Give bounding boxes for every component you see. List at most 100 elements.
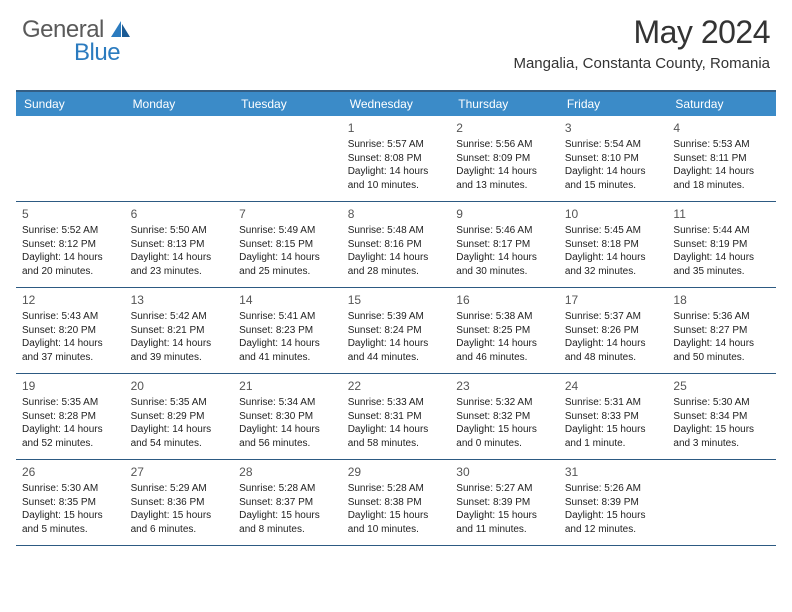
sunrise-line: Sunrise: 5:33 AM (348, 396, 445, 410)
daylight-line: Daylight: 15 hours and 3 minutes. (673, 423, 770, 450)
sunset-line: Sunset: 8:19 PM (673, 238, 770, 252)
day-number: 22 (348, 378, 445, 394)
calendar-cell: 10Sunrise: 5:45 AMSunset: 8:18 PMDayligh… (559, 202, 668, 288)
title-block: May 2024 Mangalia, Constanta County, Rom… (513, 14, 770, 72)
calendar-cell: 7Sunrise: 5:49 AMSunset: 8:15 PMDaylight… (233, 202, 342, 288)
day-number: 5 (22, 206, 119, 222)
daylight-line: Daylight: 14 hours and 32 minutes. (565, 251, 662, 278)
daylight-line: Daylight: 14 hours and 20 minutes. (22, 251, 119, 278)
sunrise-line: Sunrise: 5:28 AM (239, 482, 336, 496)
sunset-line: Sunset: 8:39 PM (456, 496, 553, 510)
calendar-cell: 12Sunrise: 5:43 AMSunset: 8:20 PMDayligh… (16, 288, 125, 374)
calendar-cell: 25Sunrise: 5:30 AMSunset: 8:34 PMDayligh… (667, 374, 776, 460)
day-number: 31 (565, 464, 662, 480)
sunrise-line: Sunrise: 5:29 AM (131, 482, 228, 496)
calendar-cell: 1Sunrise: 5:57 AMSunset: 8:08 PMDaylight… (342, 116, 451, 202)
sunset-line: Sunset: 8:38 PM (348, 496, 445, 510)
daylight-line: Daylight: 14 hours and 18 minutes. (673, 165, 770, 192)
daylight-line: Daylight: 14 hours and 56 minutes. (239, 423, 336, 450)
day-number: 30 (456, 464, 553, 480)
day-number: 14 (239, 292, 336, 308)
sunrise-line: Sunrise: 5:31 AM (565, 396, 662, 410)
day-number: 20 (131, 378, 228, 394)
calendar-cell: 17Sunrise: 5:37 AMSunset: 8:26 PMDayligh… (559, 288, 668, 374)
sunrise-line: Sunrise: 5:43 AM (22, 310, 119, 324)
sunrise-line: Sunrise: 5:45 AM (565, 224, 662, 238)
sunrise-line: Sunrise: 5:27 AM (456, 482, 553, 496)
weekday-header: Wednesday (342, 92, 451, 116)
sunrise-line: Sunrise: 5:49 AM (239, 224, 336, 238)
sunrise-line: Sunrise: 5:30 AM (22, 482, 119, 496)
logo-text-blue: Blue (74, 39, 120, 66)
calendar-cell (233, 116, 342, 202)
day-number: 23 (456, 378, 553, 394)
calendar-cell: 11Sunrise: 5:44 AMSunset: 8:19 PMDayligh… (667, 202, 776, 288)
calendar-cell: 13Sunrise: 5:42 AMSunset: 8:21 PMDayligh… (125, 288, 234, 374)
sunrise-line: Sunrise: 5:57 AM (348, 138, 445, 152)
daylight-line: Daylight: 14 hours and 15 minutes. (565, 165, 662, 192)
calendar: SundayMondayTuesdayWednesdayThursdayFrid… (16, 90, 776, 546)
day-number: 12 (22, 292, 119, 308)
day-number: 25 (673, 378, 770, 394)
weekday-header: Saturday (667, 92, 776, 116)
calendar-cell: 15Sunrise: 5:39 AMSunset: 8:24 PMDayligh… (342, 288, 451, 374)
sunrise-line: Sunrise: 5:32 AM (456, 396, 553, 410)
sunrise-line: Sunrise: 5:35 AM (22, 396, 119, 410)
sunrise-line: Sunrise: 5:38 AM (456, 310, 553, 324)
daylight-line: Daylight: 15 hours and 8 minutes. (239, 509, 336, 536)
sunset-line: Sunset: 8:20 PM (22, 324, 119, 338)
sunrise-line: Sunrise: 5:42 AM (131, 310, 228, 324)
calendar-cell: 24Sunrise: 5:31 AMSunset: 8:33 PMDayligh… (559, 374, 668, 460)
sunrise-line: Sunrise: 5:46 AM (456, 224, 553, 238)
calendar-cell: 28Sunrise: 5:28 AMSunset: 8:37 PMDayligh… (233, 460, 342, 546)
sunset-line: Sunset: 8:27 PM (673, 324, 770, 338)
sunset-line: Sunset: 8:39 PM (565, 496, 662, 510)
sunset-line: Sunset: 8:25 PM (456, 324, 553, 338)
calendar-cell: 23Sunrise: 5:32 AMSunset: 8:32 PMDayligh… (450, 374, 559, 460)
day-number: 10 (565, 206, 662, 222)
daylight-line: Daylight: 14 hours and 44 minutes. (348, 337, 445, 364)
weekday-header: Thursday (450, 92, 559, 116)
calendar-cell (16, 116, 125, 202)
sunset-line: Sunset: 8:10 PM (565, 152, 662, 166)
calendar-body: 1Sunrise: 5:57 AMSunset: 8:08 PMDaylight… (16, 116, 776, 546)
sunrise-line: Sunrise: 5:34 AM (239, 396, 336, 410)
sunrise-line: Sunrise: 5:37 AM (565, 310, 662, 324)
calendar-cell (125, 116, 234, 202)
sunset-line: Sunset: 8:09 PM (456, 152, 553, 166)
daylight-line: Daylight: 15 hours and 5 minutes. (22, 509, 119, 536)
day-number: 2 (456, 120, 553, 136)
daylight-line: Daylight: 15 hours and 11 minutes. (456, 509, 553, 536)
sunrise-line: Sunrise: 5:54 AM (565, 138, 662, 152)
calendar-cell: 3 Sunrise: 5:54 AMSunset: 8:10 PMDaylight… (559, 116, 668, 202)
daylight-line: Daylight: 14 hours and 25 minutes. (239, 251, 336, 278)
sunset-line: Sunset: 8:11 PM (673, 152, 770, 166)
calendar-cell: 2Sunrise: 5:56 AMSunset: 8:09 PMDaylight… (450, 116, 559, 202)
sunset-line: Sunset: 8:35 PM (22, 496, 119, 510)
day-number: 18 (673, 292, 770, 308)
daylight-line: Daylight: 14 hours and 48 minutes. (565, 337, 662, 364)
day-number: 3 (565, 120, 662, 136)
sunrise-line: Sunrise: 5:52 AM (22, 224, 119, 238)
day-number: 19 (22, 378, 119, 394)
calendar-cell: 19Sunrise: 5:35 AMSunset: 8:28 PMDayligh… (16, 374, 125, 460)
sunrise-line: Sunrise: 5:35 AM (131, 396, 228, 410)
sunset-line: Sunset: 8:37 PM (239, 496, 336, 510)
page-title: May 2024 (513, 14, 770, 51)
daylight-line: Daylight: 14 hours and 23 minutes. (131, 251, 228, 278)
calendar-cell: 6Sunrise: 5:50 AMSunset: 8:13 PMDaylight… (125, 202, 234, 288)
sunset-line: Sunset: 8:29 PM (131, 410, 228, 424)
day-number: 6 (131, 206, 228, 222)
weekday-header: Tuesday (233, 92, 342, 116)
calendar-cell: 21Sunrise: 5:34 AMSunset: 8:30 PMDayligh… (233, 374, 342, 460)
daylight-line: Daylight: 14 hours and 39 minutes. (131, 337, 228, 364)
sunrise-line: Sunrise: 5:56 AM (456, 138, 553, 152)
sunset-line: Sunset: 8:16 PM (348, 238, 445, 252)
day-number: 1 (348, 120, 445, 136)
calendar-cell: 9Sunrise: 5:46 AMSunset: 8:17 PMDaylight… (450, 202, 559, 288)
sunrise-line: Sunrise: 5:28 AM (348, 482, 445, 496)
daylight-line: Daylight: 14 hours and 10 minutes. (348, 165, 445, 192)
sunset-line: Sunset: 8:15 PM (239, 238, 336, 252)
sunrise-line: Sunrise: 5:50 AM (131, 224, 228, 238)
sunset-line: Sunset: 8:32 PM (456, 410, 553, 424)
